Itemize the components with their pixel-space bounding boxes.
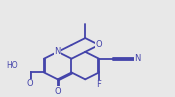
Text: N: N: [134, 54, 141, 63]
Text: O: O: [54, 87, 61, 96]
Text: O: O: [27, 79, 34, 88]
Text: O: O: [96, 40, 102, 49]
Text: HO: HO: [6, 61, 17, 70]
Text: F: F: [97, 80, 102, 89]
Text: N: N: [55, 47, 61, 56]
